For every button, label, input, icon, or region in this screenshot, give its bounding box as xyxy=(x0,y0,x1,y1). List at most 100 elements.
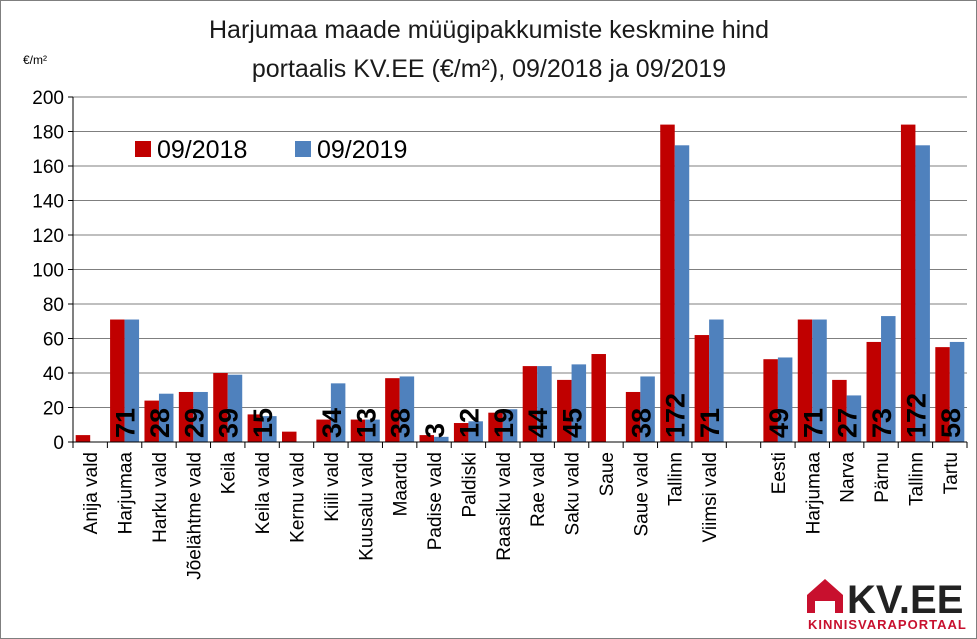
y-tick-label: 160 xyxy=(32,157,64,178)
bar-2019 xyxy=(227,374,243,442)
bar-2018 xyxy=(213,373,228,442)
bar-2018 xyxy=(419,435,435,442)
y-tick-label: 80 xyxy=(43,295,64,316)
bar-2018 xyxy=(625,391,641,442)
legend-swatch-2018 xyxy=(135,141,151,157)
chart-title-line-2: portaalis KV.EE (€/m²), 09/2018 ja 09/20… xyxy=(252,55,726,83)
x-tick-label: Maardu xyxy=(391,452,412,516)
bar-2018 xyxy=(900,124,916,442)
bar-2018 xyxy=(75,435,91,442)
x-tick-label: Rae vald xyxy=(528,452,549,527)
chart-title-line-1: Harjumaa maade müügipakkumiste keskmine … xyxy=(209,16,769,44)
data-label: 27 xyxy=(833,408,863,438)
x-tick-label: Eesti xyxy=(769,452,790,494)
x-tick-label: Keila xyxy=(219,452,240,495)
y-tick-label: 140 xyxy=(32,192,64,213)
bar-2019 xyxy=(881,316,896,442)
x-axis-ticks: Anija vald Harjumaa Harku vald Jõelähtme va… xyxy=(72,442,968,580)
x-tick-label: Kernu vald xyxy=(288,452,309,543)
x-tick-label: Saku vald xyxy=(563,452,584,535)
bar-2019 xyxy=(262,416,277,442)
bar-2019 xyxy=(640,376,655,442)
bar-2019 xyxy=(777,357,793,442)
x-tick-label: Harjumaa xyxy=(116,452,137,535)
y-unit-label: €/m² xyxy=(23,53,47,67)
y-tick-label: 0 xyxy=(53,433,64,454)
x-tick-label: Saue vald xyxy=(631,452,652,537)
axes xyxy=(72,97,967,443)
bar-2019 xyxy=(365,419,380,442)
bar-2019 xyxy=(812,319,827,442)
legend-swatch-2019 xyxy=(295,141,311,157)
data-label: 44 xyxy=(523,408,553,438)
data-label: 39 xyxy=(214,408,244,438)
data-label: 34 xyxy=(317,408,347,438)
x-tick-label: Padise vald xyxy=(425,452,446,550)
y-tick-label: 60 xyxy=(43,330,64,351)
y-tick-label: 200 xyxy=(32,88,64,109)
data-label: 71 xyxy=(798,408,828,438)
bar-2018 xyxy=(247,414,263,442)
bar-2019 xyxy=(399,376,415,442)
y-tick-label: 40 xyxy=(43,364,64,385)
bar-2018 xyxy=(866,341,882,442)
x-tick-label: Tartu xyxy=(941,452,962,494)
data-label: 172 xyxy=(661,393,691,438)
bar-2019 xyxy=(502,409,518,442)
x-tick-label: Viimsi vald xyxy=(700,452,721,542)
bar-2019 xyxy=(193,391,208,442)
data-label: 45 xyxy=(558,408,588,438)
bar-2018 xyxy=(144,400,159,442)
data-label: 13 xyxy=(351,408,381,438)
bar-2018 xyxy=(591,354,606,442)
bar-2019 xyxy=(846,395,862,442)
bar-2018 xyxy=(763,359,778,442)
x-tick-label: Anija vald xyxy=(81,452,102,534)
bar-2019 xyxy=(330,383,346,442)
bar-2018 xyxy=(660,124,675,442)
x-tick-label: Saue xyxy=(597,452,618,496)
house-icon xyxy=(807,579,843,613)
data-label: 38 xyxy=(626,408,656,438)
x-tick-label: Tallinn xyxy=(906,452,927,506)
x-tick-label: Harku vald xyxy=(150,452,171,543)
data-label: 28 xyxy=(145,408,175,438)
bar-2019 xyxy=(537,366,552,442)
data-label: 58 xyxy=(936,408,966,438)
x-tick-label: Paldiski xyxy=(459,452,480,517)
bar-2019 xyxy=(434,436,449,442)
bar-2018 xyxy=(282,431,297,442)
data-label: 3 xyxy=(420,423,450,438)
data-label: 172 xyxy=(901,393,931,438)
data-label: 38 xyxy=(386,408,416,438)
data-label: 49 xyxy=(764,408,794,438)
logo-subtitle: KINNISVARAPORTAAL xyxy=(808,617,967,632)
bar-2018 xyxy=(385,378,400,442)
y-tick-label: 120 xyxy=(32,226,64,247)
data-label: 71 xyxy=(695,408,725,438)
bar-2018 xyxy=(557,379,572,442)
bar-2018 xyxy=(832,379,847,442)
bar-2019 xyxy=(709,319,724,442)
bar-2018 xyxy=(488,412,503,442)
bar-2019 xyxy=(468,421,483,442)
data-labels: 71 28 29 39 15 34 13 38 3 12 19 44 45 38 172 71 49 71 27 73… xyxy=(111,393,966,438)
bar-2019 xyxy=(158,393,174,442)
kv-ee-logo: KV.EE KINNISVARAPORTAAL xyxy=(807,578,967,632)
legend: 09/2018 09/2019 xyxy=(135,136,407,164)
bar-2019 xyxy=(949,341,965,442)
data-label: 12 xyxy=(454,408,484,438)
bar-2019 xyxy=(124,319,140,442)
x-tick-label: Keila vald xyxy=(253,452,274,534)
y-tick-label: 100 xyxy=(32,261,64,282)
bars xyxy=(75,124,965,443)
house-door-icon xyxy=(818,604,832,613)
x-tick-label: Jõelähtme vald xyxy=(184,452,205,580)
data-label: 71 xyxy=(111,408,141,438)
legend-label-2018: 09/2018 xyxy=(157,136,247,164)
x-tick-label: Tallinn xyxy=(666,452,687,506)
bar-2018 xyxy=(350,419,366,442)
data-label: 73 xyxy=(867,408,897,438)
y-tick-label: 20 xyxy=(43,399,64,420)
